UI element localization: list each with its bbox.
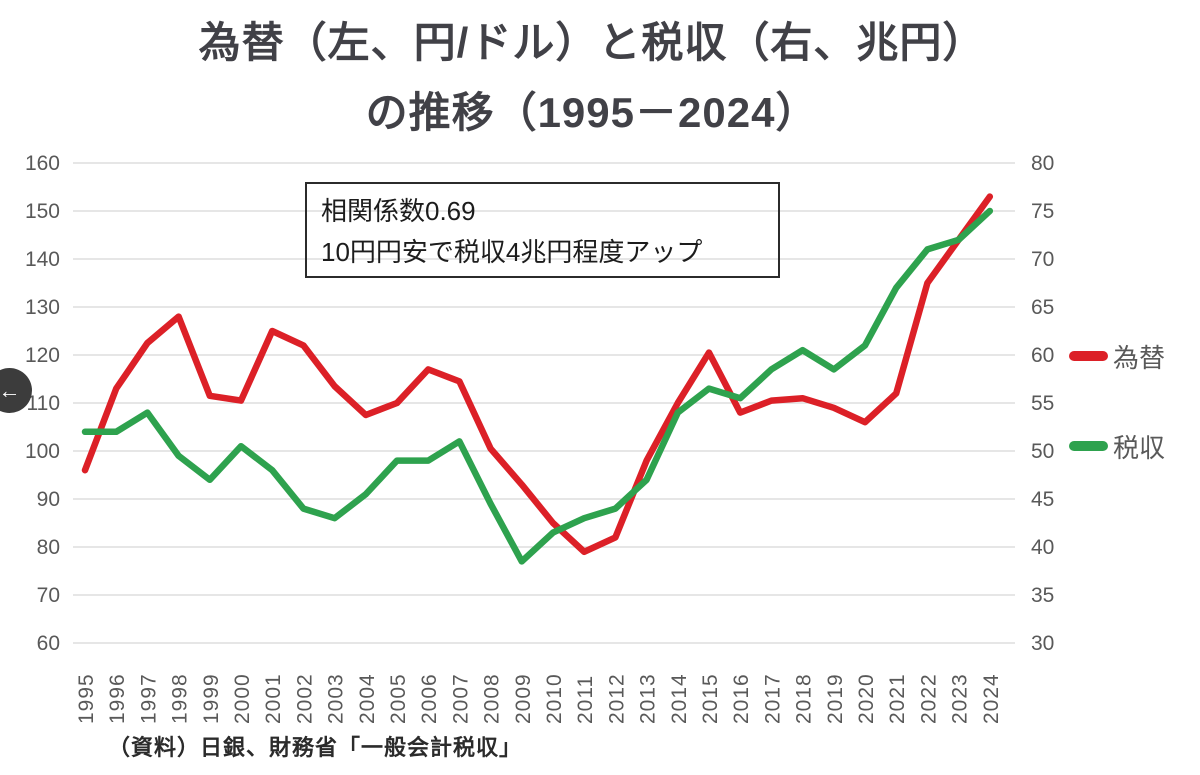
- series-line-kawase: [81, 193, 994, 556]
- series-line-zeishu: [81, 207, 994, 565]
- y-axis-right-label: 55: [1031, 392, 1054, 415]
- legend-item-zeishu: 税収: [1069, 432, 1165, 463]
- y-axis-right-label: 40: [1031, 536, 1054, 559]
- back-button[interactable]: ←: [0, 368, 32, 413]
- x-axis-label: 2004: [356, 673, 379, 724]
- x-axis-label: 2024: [980, 673, 1003, 724]
- chart-title-line2: の推移（1995－2024）: [365, 89, 819, 136]
- y-axis-left-label: 90: [37, 488, 60, 511]
- x-axis-label: 1999: [200, 673, 223, 724]
- x-axis-label: 2020: [855, 673, 878, 724]
- y-axis-left-label: 120: [25, 344, 60, 367]
- x-axis-label: 1998: [169, 673, 192, 724]
- y-axis-right-label: 80: [1031, 152, 1054, 175]
- y-axis-left-label: 60: [37, 632, 60, 655]
- y-axis-left-label: 160: [25, 152, 60, 175]
- x-axis-label: 2023: [949, 673, 972, 724]
- chart-title-line1: 為替（左、円/ドル）と税収（右、兆円）: [198, 19, 986, 66]
- x-axis-label: 2021: [886, 673, 909, 724]
- y-axis-left-label: 140: [25, 248, 60, 271]
- chart-title: 為替（左、円/ドル）と税収（右、兆円） の推移（1995－2024）: [0, 8, 1184, 148]
- y-axis-left-label: 110: [27, 392, 60, 415]
- annotation-line1: 相関係数0.69: [321, 196, 476, 226]
- source-note: （資料）日銀、財務省「一般会計税収」: [108, 735, 523, 760]
- x-axis-label: 1995: [75, 673, 98, 724]
- x-axis-label: 2000: [231, 673, 254, 724]
- y-axis-right-label: 60: [1031, 344, 1054, 367]
- y-axis-right-label: 50: [1031, 440, 1054, 463]
- x-axis-label: 2008: [481, 673, 504, 724]
- y-axis-right-label: 75: [1031, 200, 1054, 223]
- x-axis-label: 2001: [262, 673, 285, 724]
- y-axis-left-label: 80: [37, 536, 60, 559]
- y-axis-right-label: 30: [1031, 632, 1054, 655]
- annotation-box: 相関係数0.69 10円円安で税収4兆円程度アップ: [305, 182, 780, 278]
- x-axis-label: 2013: [637, 673, 660, 724]
- kawase-line-swatch: [1069, 351, 1108, 361]
- y-axis-left-label: 70: [37, 584, 60, 607]
- annotation-line2: 10円円安で税収4兆円程度アップ: [321, 237, 703, 267]
- legend-item-kawase: 為替: [1069, 342, 1165, 373]
- x-axis-label: 2019: [824, 673, 847, 724]
- x-axis-label: 2010: [543, 673, 566, 724]
- zeishu-line-swatch: [1069, 441, 1108, 451]
- x-axis-label: 2009: [512, 673, 535, 724]
- x-axis-label: 2006: [418, 673, 441, 724]
- x-axis-label: 2022: [917, 673, 940, 724]
- legend-label-zeishu: 税収: [1113, 432, 1166, 463]
- x-axis-label: 2014: [668, 673, 691, 724]
- x-axis-label: 1997: [137, 673, 160, 724]
- y-axis-right-label: 45: [1031, 488, 1054, 511]
- y-axis-left-label: 150: [25, 200, 60, 223]
- x-axis-label: 2007: [449, 673, 472, 724]
- y-axis-right-label: 65: [1031, 296, 1054, 319]
- x-axis-label: 2003: [325, 673, 348, 724]
- x-axis-label: 2012: [605, 673, 628, 724]
- y-axis-right-label: 70: [1031, 248, 1054, 271]
- back-arrow-icon: ←: [0, 377, 21, 403]
- legend-label-kawase: 為替: [1113, 342, 1166, 373]
- x-axis-label: 2002: [293, 673, 316, 724]
- x-axis-label: 2015: [699, 673, 722, 724]
- y-axis-left-label: 100: [25, 440, 60, 463]
- x-axis-label: 2011: [574, 675, 597, 724]
- y-axis-left-label: 130: [25, 296, 60, 319]
- x-axis-label: 1996: [106, 673, 129, 724]
- y-axis-right-label: 35: [1031, 584, 1054, 607]
- x-axis-label: 2016: [730, 673, 753, 724]
- x-axis-label: 2017: [761, 673, 784, 724]
- x-axis-label: 2005: [387, 673, 410, 724]
- x-axis-label: 2018: [793, 673, 816, 724]
